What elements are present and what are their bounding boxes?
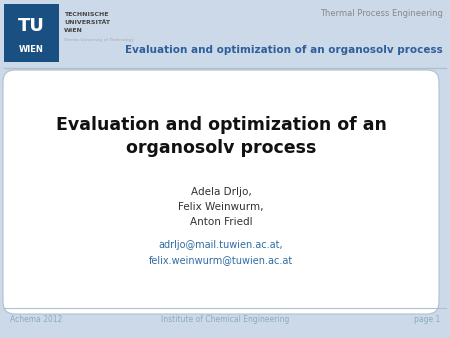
Text: UNIVERSITÄT: UNIVERSITÄT: [64, 20, 110, 24]
Text: page 1: page 1: [414, 315, 440, 324]
Text: TECHNISCHE: TECHNISCHE: [64, 11, 108, 17]
Text: felix.weinwurm@tuwien.ac.at: felix.weinwurm@tuwien.ac.at: [149, 255, 293, 265]
Text: Institute of Chemical Engineering: Institute of Chemical Engineering: [161, 315, 289, 324]
Text: WIEN: WIEN: [19, 46, 44, 54]
Text: Adela Drljo,: Adela Drljo,: [191, 187, 252, 197]
Text: WIEN: WIEN: [64, 27, 83, 32]
Bar: [4, 4, 59, 62]
Text: adrljo@mail.tuwien.ac.at,: adrljo@mail.tuwien.ac.at,: [159, 240, 284, 250]
Text: Evaluation and optimization of an organosolv process: Evaluation and optimization of an organo…: [125, 45, 443, 55]
Text: Thermal Process Engineering: Thermal Process Engineering: [320, 9, 443, 19]
Text: Vienna University of Technology: Vienna University of Technology: [64, 38, 134, 42]
Text: TU: TU: [18, 17, 45, 35]
Text: Evaluation and optimization of an: Evaluation and optimization of an: [55, 116, 387, 134]
Text: Felix Weinwurm,: Felix Weinwurm,: [178, 202, 264, 212]
Text: Anton Friedl: Anton Friedl: [190, 217, 252, 227]
FancyBboxPatch shape: [3, 70, 439, 314]
Text: Achema 2012: Achema 2012: [10, 315, 63, 324]
Text: organosolv process: organosolv process: [126, 139, 316, 157]
